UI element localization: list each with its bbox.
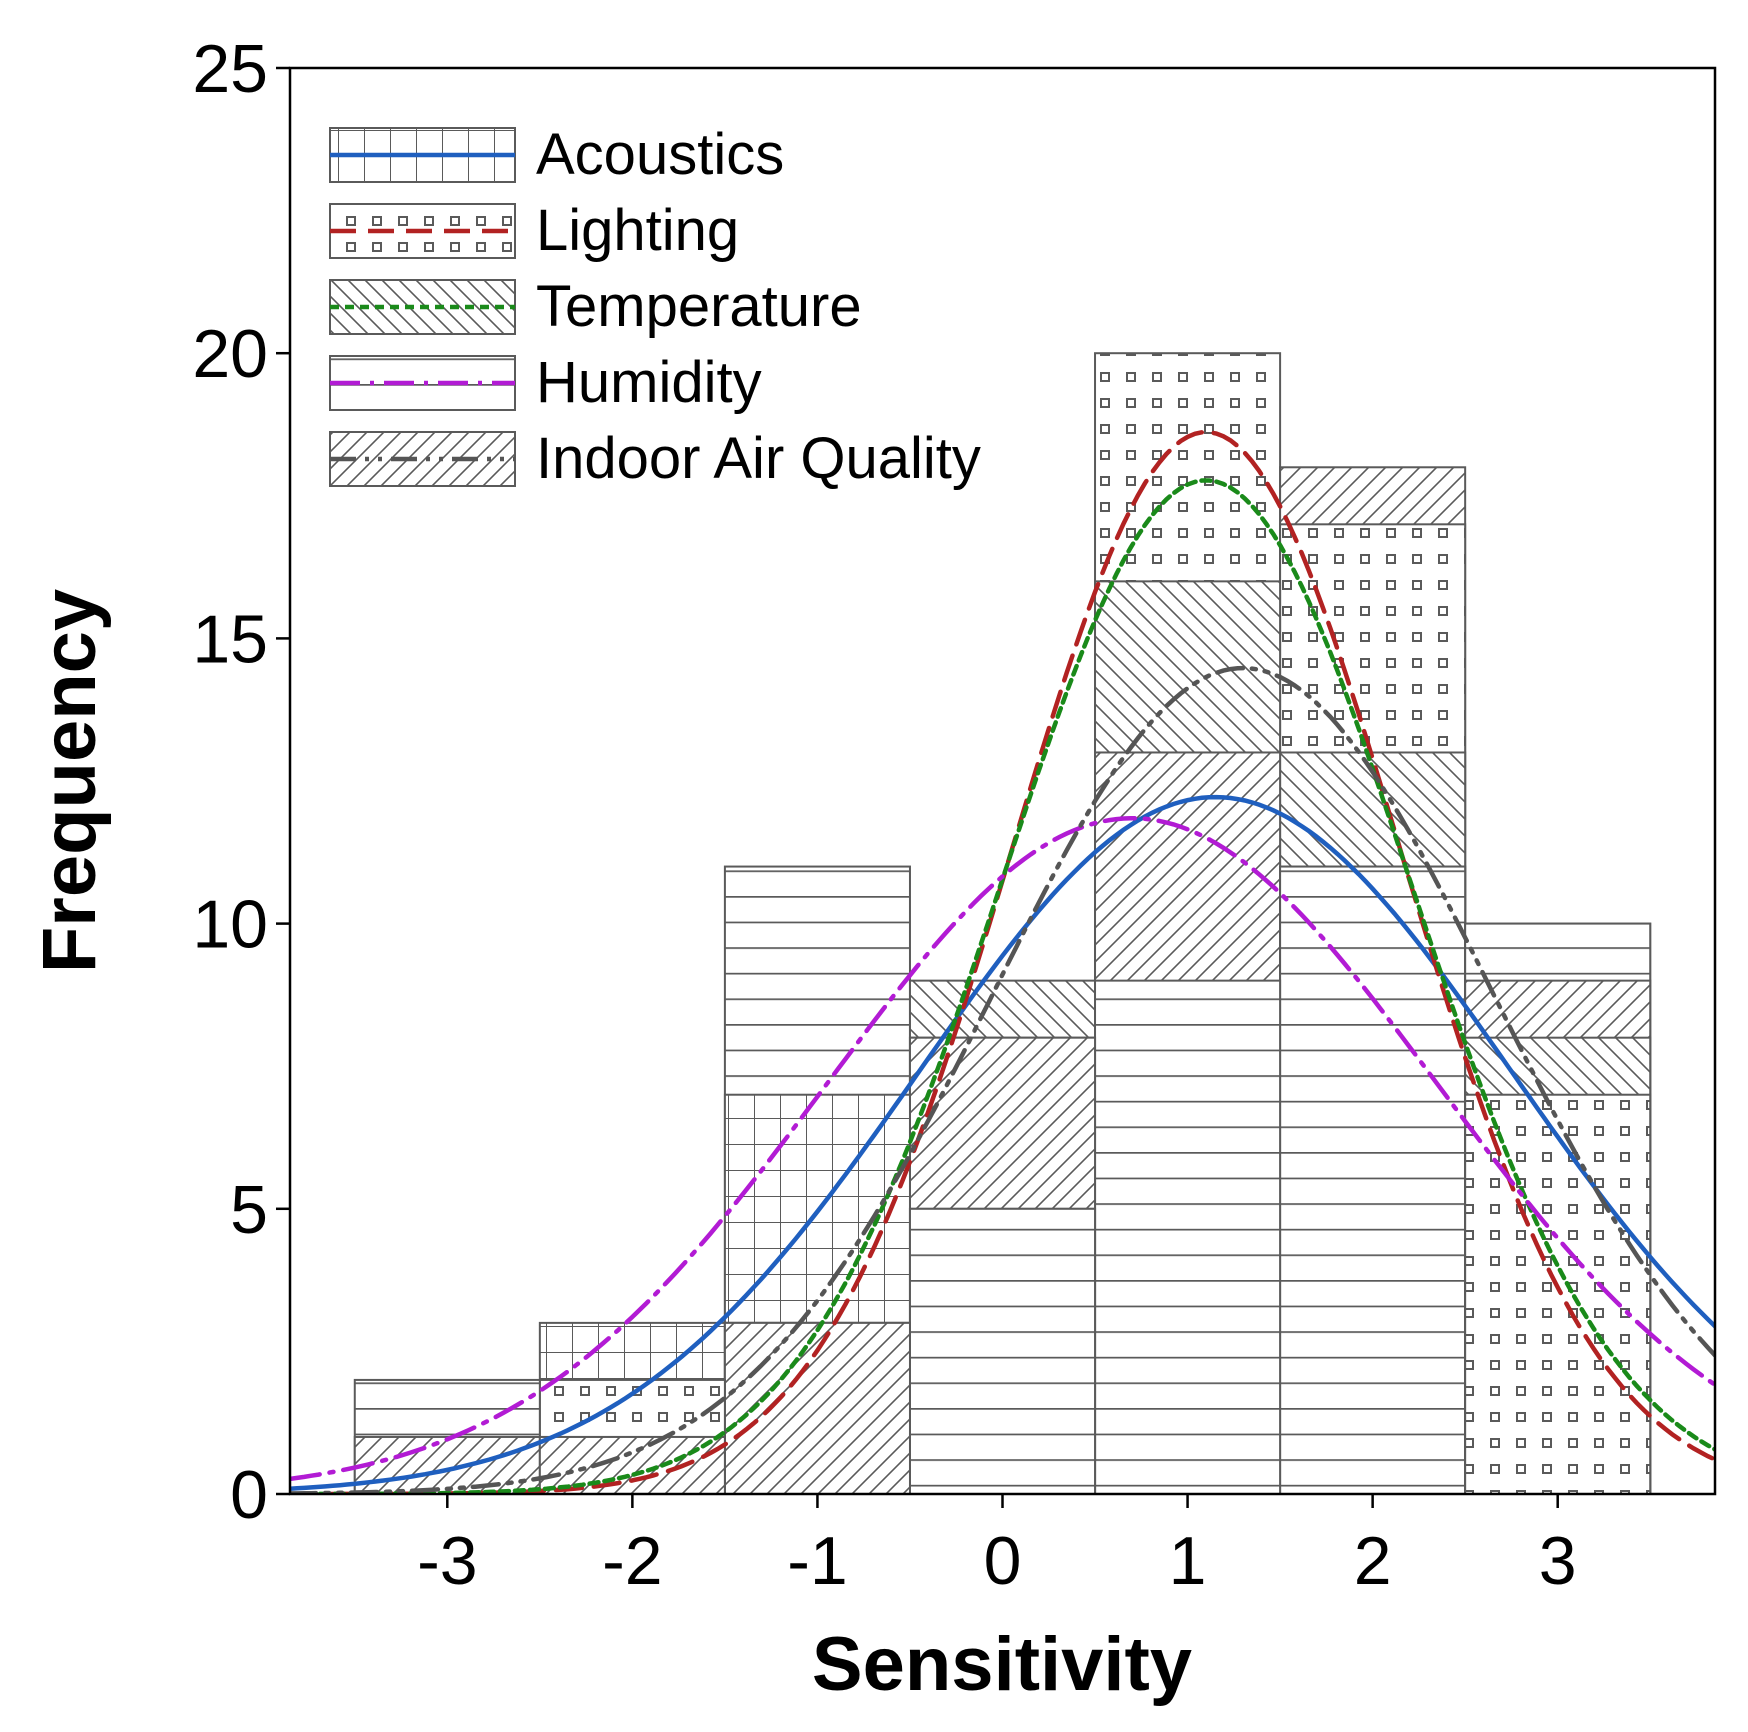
bar-indoor-air-quality-bin-neg2 bbox=[538, 1435, 726, 1495]
y-axis-ticks: 0 5 10 15 20 25 bbox=[192, 31, 290, 1533]
x-tick-label: -1 bbox=[787, 1523, 847, 1599]
curve-indoor-air-quality bbox=[290, 665, 1715, 1494]
curve-humidity bbox=[290, 815, 1715, 1482]
x-tick-label: 3 bbox=[1539, 1523, 1577, 1599]
legend: Acoustics Lighting Temperature Humidity Indo… bbox=[329, 122, 981, 491]
x-tick-label: 2 bbox=[1354, 1523, 1392, 1599]
legend-label: Temperature bbox=[536, 274, 862, 339]
bar-indoor-air-quality-bin-neg3 bbox=[353, 1435, 541, 1495]
x-tick-label: 1 bbox=[1169, 1523, 1207, 1599]
bar-humidity-bin-1 bbox=[1094, 979, 1282, 1495]
x-tick-label: -2 bbox=[602, 1523, 662, 1599]
legend-label: Indoor Air Quality bbox=[536, 426, 981, 491]
legend-item-acoustics: Acoustics bbox=[329, 122, 784, 187]
legend-item-indoor-air-quality: Indoor Air Quality bbox=[329, 426, 981, 491]
fit-curves bbox=[290, 429, 1715, 1494]
y-tick-label: 15 bbox=[192, 601, 268, 677]
bar-humidity-bin-2 bbox=[1279, 865, 1467, 1495]
legend-item-temperature: Temperature bbox=[329, 274, 862, 339]
x-axis-ticks: -3 -2 -1 0 1 2 3 bbox=[417, 1494, 1577, 1599]
bar-humidity-bin-0 bbox=[908, 1207, 1097, 1496]
legend-label: Humidity bbox=[536, 350, 762, 415]
x-tick-label: 0 bbox=[984, 1523, 1022, 1599]
y-tick-label: 5 bbox=[230, 1172, 268, 1248]
y-tick-label: 20 bbox=[192, 316, 268, 392]
histogram-bars bbox=[353, 352, 1652, 1496]
x-tick-label: -3 bbox=[417, 1523, 477, 1599]
legend-label: Lighting bbox=[536, 198, 739, 263]
y-tick-label: 10 bbox=[192, 887, 268, 963]
curve-acoustics bbox=[290, 794, 1715, 1491]
bar-lighting-bin-3 bbox=[1464, 1093, 1652, 1495]
y-tick-label: 25 bbox=[192, 31, 268, 107]
legend-item-lighting: Lighting bbox=[329, 198, 739, 263]
legend-label: Acoustics bbox=[536, 122, 784, 187]
legend-item-humidity: Humidity bbox=[329, 350, 762, 415]
legend-swatch bbox=[329, 431, 516, 487]
x-axis-label: Sensitivity bbox=[812, 1622, 1192, 1707]
y-tick-label: 0 bbox=[230, 1457, 268, 1533]
y-axis-label: Frequency bbox=[27, 589, 112, 973]
